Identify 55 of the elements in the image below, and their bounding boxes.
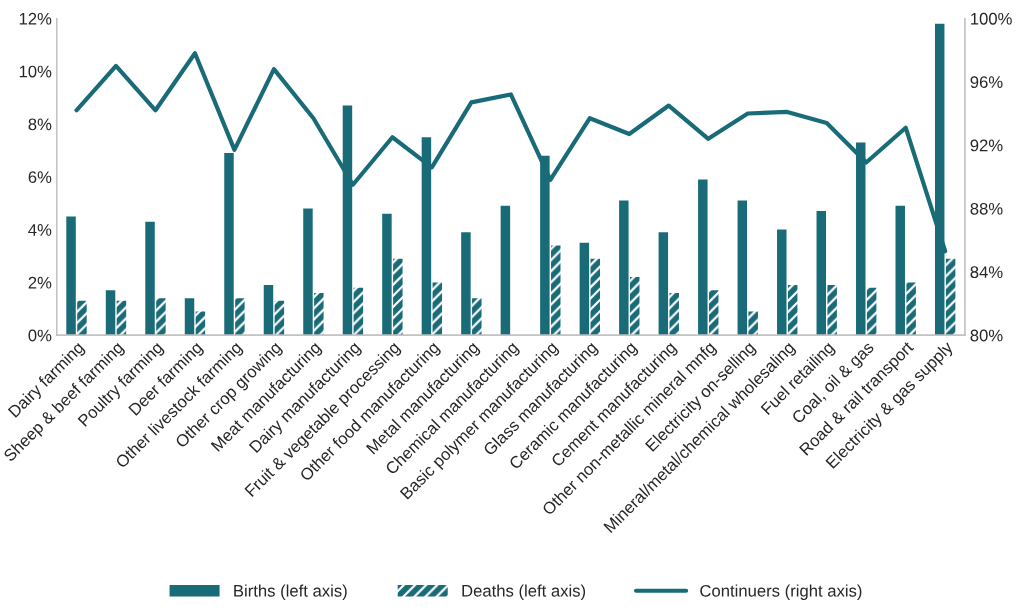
- bar: [619, 200, 629, 336]
- bar: [235, 298, 245, 336]
- y2-tick-label: 88%: [970, 202, 1003, 215]
- bar: [737, 200, 748, 336]
- bar: [658, 232, 669, 336]
- bar: [816, 211, 827, 336]
- bar: [353, 287, 364, 336]
- bar: [945, 258, 956, 336]
- y-tick-label: 12%: [19, 12, 52, 25]
- bar: [116, 300, 127, 336]
- bar: [748, 311, 758, 336]
- bar: [866, 287, 877, 336]
- bar: [669, 292, 679, 336]
- bar: [472, 298, 482, 336]
- bar: [303, 208, 313, 336]
- bar: [77, 300, 87, 336]
- y-tick-label: 4%: [28, 224, 52, 236]
- y-tick-label: 8%: [28, 118, 52, 131]
- bar: [382, 213, 392, 336]
- y2-tick-label: 100%: [971, 12, 1012, 25]
- bar: [66, 216, 76, 336]
- bar: [393, 258, 403, 336]
- bar: [263, 285, 274, 336]
- y2-tick-label: 96%: [970, 76, 1003, 88]
- bar: [906, 282, 916, 336]
- y-tick-label: 6%: [28, 171, 52, 184]
- bar: [184, 298, 195, 336]
- y2-tick-label: 92%: [970, 139, 1003, 152]
- bar: [432, 282, 443, 336]
- bar: [156, 298, 166, 336]
- bar: [630, 277, 640, 336]
- bar: [698, 179, 708, 336]
- y-tick-label: 10%: [19, 65, 52, 78]
- legend-label: Deaths (left axis): [462, 584, 586, 600]
- bar: [579, 242, 590, 336]
- bar: [787, 285, 798, 336]
- bar: [314, 292, 324, 336]
- y-tick-label: 2%: [28, 276, 52, 289]
- y2-tick-label: 84%: [970, 266, 1003, 279]
- bar: [500, 205, 511, 336]
- bar: [461, 232, 471, 336]
- bar: [827, 285, 837, 336]
- bar: [777, 229, 787, 336]
- bar: [105, 290, 116, 336]
- legend-label: Continuers (right axis): [700, 584, 862, 600]
- bar: [145, 221, 155, 336]
- y-tick-label: 0%: [28, 329, 52, 342]
- bar: [195, 311, 206, 336]
- bar: [708, 290, 719, 336]
- legend-label: Births (left axis): [234, 584, 347, 600]
- bar: [590, 258, 600, 336]
- y2-tick-label: 80%: [970, 329, 1003, 342]
- bar: [274, 300, 285, 336]
- bar: [895, 205, 905, 336]
- bar: [551, 245, 561, 336]
